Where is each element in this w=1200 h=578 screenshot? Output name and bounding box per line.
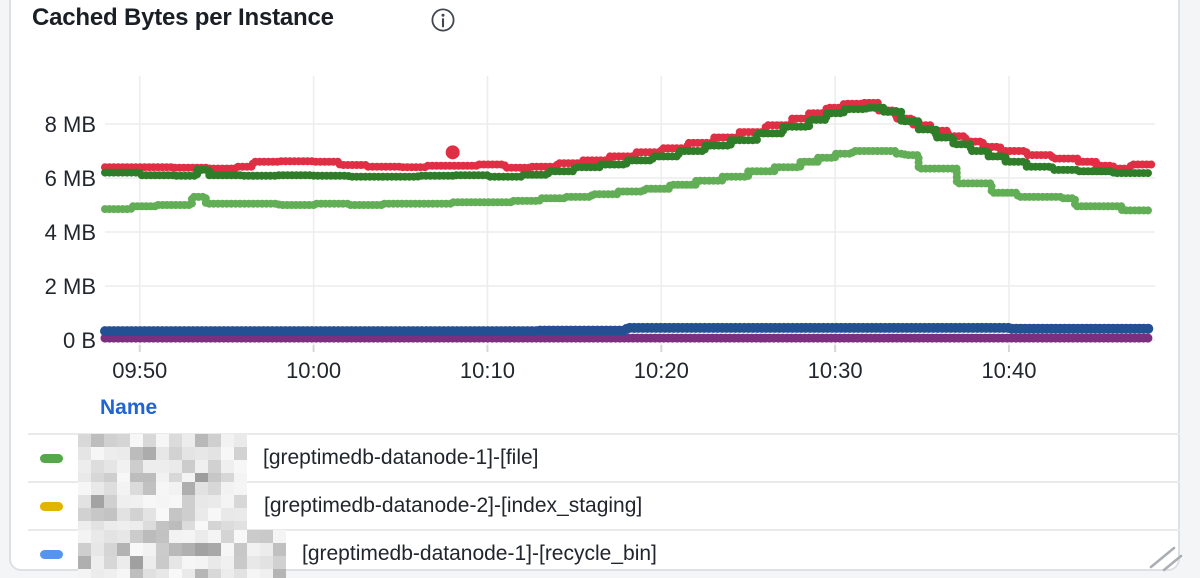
- legend-column-header-name[interactable]: Name: [100, 396, 158, 419]
- y-axis-label: 2 MB: [45, 274, 96, 299]
- panel-resize-handle[interactable]: [1144, 530, 1186, 574]
- y-axis-label: 0 B: [63, 328, 96, 353]
- legend-row[interactable]: [greptimedb-datanode-2]-[index_staging]: [28, 481, 1180, 529]
- series-navy-series: [100, 322, 1157, 337]
- legend-series-marker[interactable]: [40, 501, 63, 511]
- x-axis-label: 10:10: [460, 358, 515, 383]
- x-axis-label: 10:20: [634, 358, 689, 383]
- panel-title[interactable]: Cached Bytes per Instance: [32, 4, 334, 31]
- legend-series-marker[interactable]: [40, 549, 63, 559]
- x-axis-label: 10:00: [286, 358, 341, 383]
- legend-series-label[interactable]: [greptimedb-datanode-1]-[file]: [263, 446, 539, 469]
- series-light-green-series: [101, 147, 1156, 215]
- x-axis-label: 10:30: [808, 358, 863, 383]
- outlier-dot: [445, 145, 460, 160]
- x-axis-label: 10:40: [981, 358, 1036, 383]
- y-axis-label: 4 MB: [45, 220, 96, 245]
- legend-series-label[interactable]: [greptimedb-datanode-1]-[recycle_bin]: [302, 542, 657, 565]
- legend-row[interactable]: [greptimedb-datanode-1]-[recycle_bin]: [28, 529, 1180, 570]
- y-axis-label: 6 MB: [45, 166, 96, 191]
- x-axis-label: 09:50: [112, 358, 167, 383]
- legend-series-marker[interactable]: [40, 453, 63, 463]
- info-icon[interactable]: [430, 7, 456, 33]
- legend-series-label[interactable]: [greptimedb-datanode-2]-[index_staging]: [264, 494, 643, 517]
- legend-table: [greptimedb-datanode-1]-[file] [greptimed…: [28, 433, 1180, 570]
- y-axis-label: 8 MB: [45, 112, 96, 137]
- legend-row[interactable]: [greptimedb-datanode-1]-[file]: [28, 433, 1180, 481]
- chart-canvas[interactable]: 0 B 2 MB 4 MB 6 MB 8 MB 09:50 10:00 10:10 10:20 1…: [0, 0, 1200, 400]
- series-dark-green-series: [101, 103, 1156, 181]
